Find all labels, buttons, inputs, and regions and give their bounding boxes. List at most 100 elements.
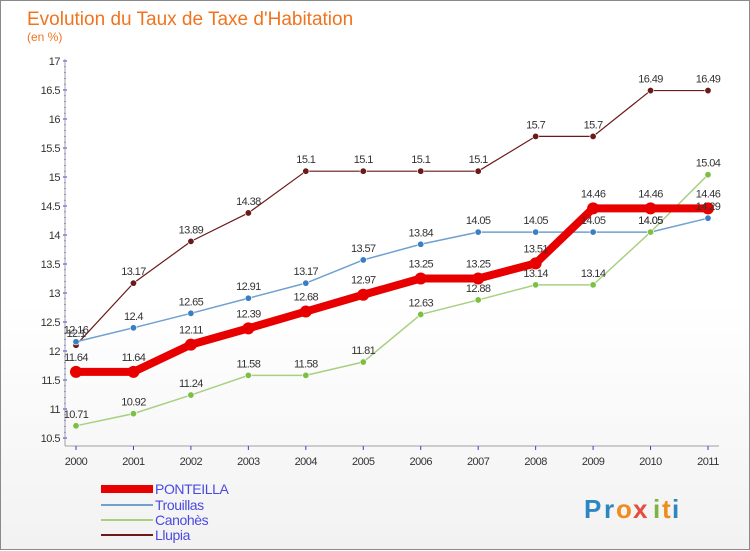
x-tick-label: 2000 (65, 456, 88, 468)
data-label-canoh-s: 11.58 (237, 358, 261, 370)
data-label-trouillas: 13.57 (351, 243, 376, 255)
y-tick-label: 11 (50, 404, 61, 416)
data-label-canoh-s: 11.24 (179, 378, 203, 390)
series-line-llupia (75, 89, 709, 346)
axes: 10.5 11 11.5 12 12.5 13 13.5 14 14.5 15 15.5 16 16.5… (41, 56, 720, 468)
data-label-llupia: 15.1 (411, 154, 430, 166)
x-tick-label: 2001 (122, 456, 145, 468)
data-label-ponteilla: 11.64 (122, 352, 146, 364)
x-tick-label: 2002 (180, 456, 203, 468)
point-trouillas (589, 228, 597, 236)
data-label-ponteilla: 12.11 (179, 325, 203, 337)
series-layer (70, 87, 714, 430)
data-label-llupia: 14.38 (236, 196, 261, 208)
point-llupia (704, 87, 712, 95)
x-tick-label: 2009 (582, 456, 605, 468)
legend-entry: PONTEILLA (155, 481, 229, 497)
x-tick-label: 2007 (467, 456, 490, 468)
data-label-canoh-s: 13.14 (523, 268, 548, 280)
data-labels: 12.1 13.17 13.89 14.38 15.1 15.1 15.1 15.1 15.7 1… (64, 74, 722, 421)
x-tick-label: 2006 (409, 456, 432, 468)
data-label-llupia: 15.7 (526, 119, 545, 131)
point-trouillas (474, 228, 482, 236)
logo-letter: P (584, 494, 601, 524)
point-trouillas (532, 228, 540, 236)
point-ponteilla (70, 365, 82, 378)
logo-letter: t (662, 494, 671, 524)
point-llupia (417, 167, 425, 175)
x-tick-label: 2004 (295, 456, 318, 468)
x-tick-label: 2011 (697, 456, 719, 468)
series-line-trouillas (75, 217, 709, 343)
data-label-ponteilla: 12.39 (236, 308, 261, 320)
y-tick-label: 14.5 (41, 201, 61, 213)
data-label-llupia: 13.89 (179, 224, 204, 236)
data-label-llupia: 15.1 (296, 154, 315, 166)
data-label-llupia: 16.49 (696, 74, 721, 86)
data-label-ponteilla: 12.68 (294, 292, 319, 304)
point-trouillas (187, 309, 195, 317)
y-tick-label: 12 (49, 346, 61, 358)
point-canoh-s (72, 422, 80, 430)
y-tick-label: 14 (49, 230, 61, 242)
y-tick-label: 12.5 (41, 317, 61, 329)
point-trouillas (704, 214, 712, 222)
point-ponteilla (702, 202, 714, 215)
point-trouillas (72, 338, 80, 346)
y-tick-label: 16.5 (41, 85, 61, 97)
point-ponteilla (242, 322, 255, 335)
point-ponteilla (184, 338, 197, 351)
point-canoh-s (417, 310, 425, 318)
data-label-ponteilla: 14.46 (581, 188, 606, 200)
point-llupia (359, 167, 367, 175)
point-canoh-s (647, 228, 655, 236)
y-tick-label: 16 (49, 114, 61, 126)
data-label-canoh-s: 11.58 (294, 358, 318, 370)
point-trouillas (417, 240, 425, 248)
data-label-canoh-s: 12.63 (408, 297, 433, 309)
point-llupia (532, 132, 540, 140)
data-label-canoh-s: 15.04 (696, 158, 721, 170)
data-label-ponteilla: 13.51 (523, 243, 548, 255)
point-canoh-s (359, 358, 367, 366)
legend-entry: Canohès (155, 512, 209, 528)
data-label-ponteilla: 13.25 (466, 259, 491, 271)
data-label-llupia: 13.17 (121, 266, 146, 278)
y-tick-label: 10.5 (41, 433, 61, 445)
data-label-llupia: 16.49 (638, 74, 663, 86)
data-label-ponteilla: 13.25 (408, 259, 433, 271)
y-tick-label: 15 (49, 172, 61, 184)
point-trouillas (359, 256, 367, 264)
y-tick-label: 17 (49, 56, 61, 68)
point-trouillas (129, 324, 137, 332)
data-label-trouillas: 14.05 (466, 215, 491, 227)
point-ponteilla (587, 202, 600, 215)
point-ponteilla (529, 257, 542, 270)
x-tick-label: 2003 (237, 456, 260, 468)
point-ponteilla (472, 272, 485, 285)
point-llupia (302, 167, 310, 175)
data-label-canoh-s: 11.81 (351, 345, 375, 357)
x-tick-label: 2008 (524, 456, 547, 468)
point-trouillas (244, 294, 252, 302)
point-canoh-s (474, 296, 482, 304)
data-label-trouillas: 13.17 (294, 266, 319, 278)
logo-letter: i (672, 494, 679, 524)
data-label-trouillas: 13.84 (408, 227, 433, 239)
point-canoh-s (532, 281, 540, 289)
y-tick-label: 13 (49, 288, 61, 300)
point-canoh-s (704, 171, 712, 179)
x-tick-label: 2005 (352, 456, 375, 468)
y-tick-label: 13.5 (41, 259, 61, 271)
point-ponteilla (644, 202, 657, 215)
data-label-ponteilla: 14.46 (638, 188, 663, 200)
data-label-canoh-s: 10.71 (64, 409, 89, 421)
data-label-llupia: 15.1 (354, 154, 373, 166)
point-canoh-s (187, 391, 195, 399)
data-label-trouillas: 12.16 (64, 325, 89, 337)
data-label-canoh-s: 10.92 (121, 397, 146, 409)
point-canoh-s (589, 281, 597, 289)
point-llupia (187, 237, 195, 245)
